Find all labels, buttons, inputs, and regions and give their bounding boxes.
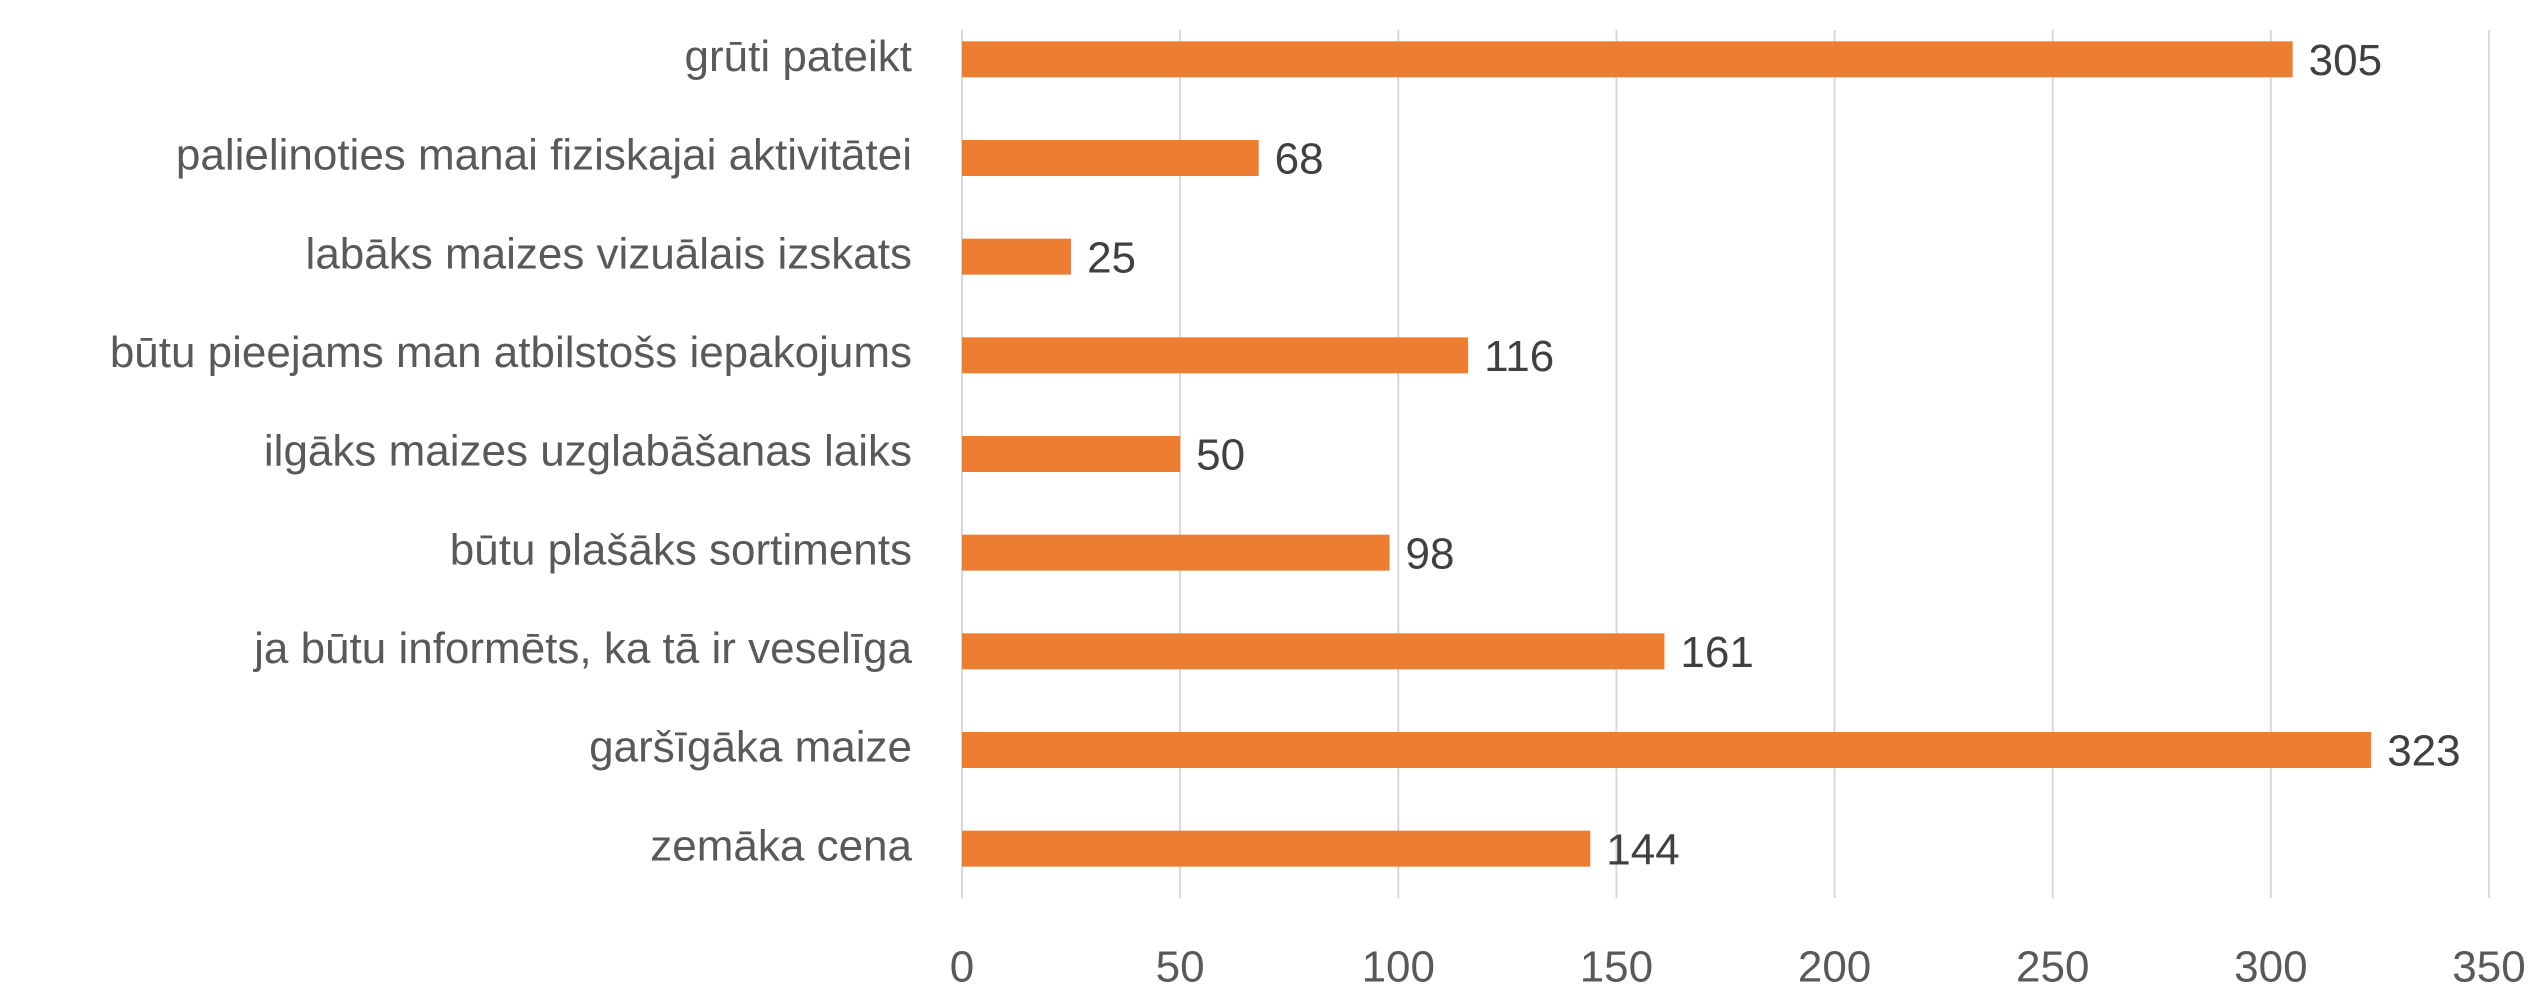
y-tick-label: ja būtu informēts, ka tā ir veselīga (252, 624, 912, 673)
y-tick-label: palielinoties manai fiziskajai aktivitāt… (176, 131, 912, 180)
y-tick-label: būtu plašāks sortiments (450, 525, 912, 574)
bar (962, 337, 1469, 374)
value-label: 116 (1484, 332, 1554, 381)
bar (962, 830, 1591, 867)
bar (962, 41, 2293, 78)
value-label: 50 (1196, 431, 1245, 480)
bar (962, 436, 1181, 472)
x-tick-label: 250 (2016, 943, 2089, 989)
value-label: 161 (1680, 628, 1753, 677)
y-tick-label: zemāka cena (650, 821, 912, 870)
value-label: 144 (1606, 825, 1679, 874)
y-tick-label: grūti pateikt (685, 32, 912, 81)
x-tick-label: 350 (2452, 943, 2525, 989)
x-tick-label: 50 (1156, 943, 1205, 989)
y-tick-label: garšīgāka maize (589, 723, 912, 772)
x-tick-label: 200 (1798, 943, 1871, 989)
value-label: 68 (1275, 135, 1324, 184)
bar (962, 534, 1390, 571)
value-label: 98 (1406, 529, 1455, 578)
bar (962, 732, 2372, 768)
value-label: 25 (1087, 233, 1136, 282)
value-label: 305 (2309, 36, 2382, 85)
y-tick-label: būtu pieejams man atbilstošs iepakojums (110, 328, 912, 377)
bar (962, 238, 1072, 275)
bar (962, 633, 1665, 670)
bar (962, 140, 1259, 176)
x-tick-label: 150 (1580, 943, 1653, 989)
y-tick-label: ilgāks maizes uzglabāšanas laiks (264, 427, 912, 476)
x-tick-label: 300 (2234, 943, 2307, 989)
value-label: 323 (2387, 727, 2460, 776)
x-tick-label: 0 (950, 943, 974, 989)
y-tick-label: labāks maizes vizuālais izskats (306, 229, 912, 278)
x-tick-label: 100 (1362, 943, 1435, 989)
